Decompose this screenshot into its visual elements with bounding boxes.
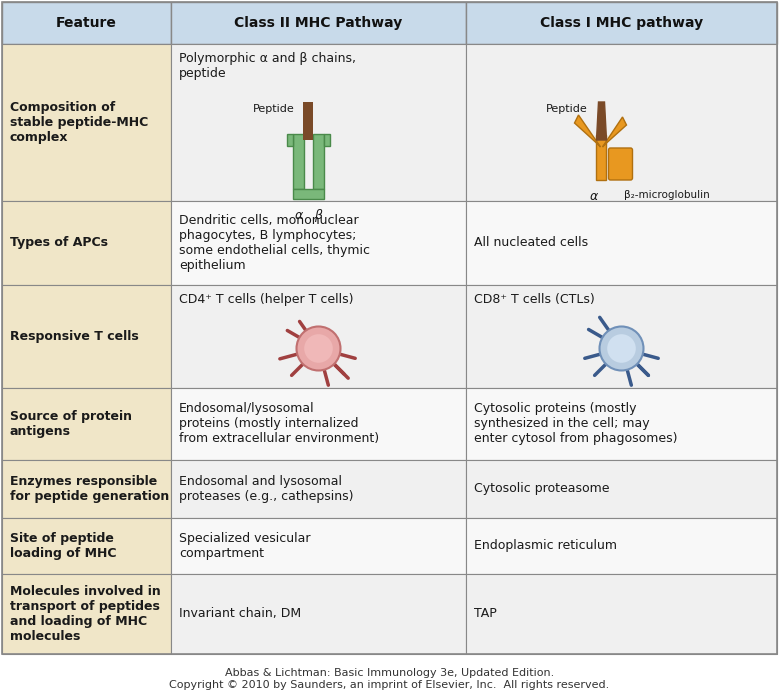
- Bar: [171, 460, 466, 517]
- Text: α: α: [294, 209, 302, 222]
- Text: Types of APCs: Types of APCs: [10, 236, 108, 249]
- Bar: [466, 388, 777, 460]
- Text: Peptide: Peptide: [252, 104, 294, 114]
- Text: Endosomal and lysosomal
proteases (e.g., cathepsins): Endosomal and lysosomal proteases (e.g.,…: [179, 475, 354, 503]
- Bar: [597, 135, 607, 180]
- Bar: [2, 388, 171, 460]
- Bar: [466, 460, 777, 517]
- Text: Cytosolic proteasome: Cytosolic proteasome: [474, 482, 609, 495]
- Bar: [304, 102, 313, 140]
- Text: Molecules involved in
transport of peptides
and loading of MHC
molecules: Molecules involved in transport of pepti…: [10, 585, 160, 643]
- Text: Dendritic cells, mononuclear
phagocytes, B lymphocytes;
some endothelial cells, : Dendritic cells, mononuclear phagocytes,…: [179, 214, 370, 272]
- Bar: [293, 134, 304, 189]
- Bar: [2, 200, 171, 285]
- Text: Responsive T cells: Responsive T cells: [10, 330, 139, 343]
- Circle shape: [297, 326, 340, 370]
- Bar: [171, 2, 466, 44]
- FancyBboxPatch shape: [608, 148, 633, 180]
- Bar: [2, 517, 171, 574]
- Bar: [466, 200, 777, 285]
- Bar: [287, 134, 293, 146]
- Text: Cytosolic proteins (mostly
synthesized in the cell; may
enter cytosol from phago: Cytosolic proteins (mostly synthesized i…: [474, 402, 678, 445]
- Bar: [293, 189, 324, 199]
- Circle shape: [305, 334, 333, 363]
- Text: Source of protein
antigens: Source of protein antigens: [10, 410, 132, 438]
- Text: CD4⁺ T cells (helper T cells): CD4⁺ T cells (helper T cells): [179, 293, 354, 306]
- Text: Class II MHC Pathway: Class II MHC Pathway: [234, 16, 403, 30]
- Bar: [171, 285, 466, 388]
- Circle shape: [607, 334, 636, 363]
- Text: Invariant chain, DM: Invariant chain, DM: [179, 608, 301, 620]
- Bar: [171, 200, 466, 285]
- Text: Site of peptide
loading of MHC: Site of peptide loading of MHC: [10, 531, 117, 559]
- Text: β: β: [315, 209, 323, 222]
- Text: α: α: [590, 190, 597, 203]
- Text: Class I MHC pathway: Class I MHC pathway: [540, 16, 703, 30]
- Bar: [171, 44, 466, 200]
- Polygon shape: [597, 102, 607, 140]
- Text: Composition of
stable peptide-MHC
complex: Composition of stable peptide-MHC comple…: [10, 101, 148, 144]
- Text: Peptide: Peptide: [546, 104, 587, 114]
- Bar: [2, 2, 171, 44]
- Circle shape: [600, 326, 643, 370]
- Text: Endoplasmic reticulum: Endoplasmic reticulum: [474, 539, 617, 552]
- Bar: [466, 574, 777, 654]
- Bar: [2, 44, 171, 200]
- Polygon shape: [574, 115, 601, 147]
- Text: Polymorphic α and β chains,
peptide: Polymorphic α and β chains, peptide: [179, 52, 356, 80]
- Bar: [2, 285, 171, 388]
- Bar: [466, 517, 777, 574]
- Text: Abbas & Lichtman: Basic Immunology 3e, Updated Edition.
Copyright © 2010 by Saun: Abbas & Lichtman: Basic Immunology 3e, U…: [169, 668, 610, 690]
- Bar: [171, 388, 466, 460]
- Bar: [2, 574, 171, 654]
- Bar: [171, 517, 466, 574]
- Bar: [324, 134, 330, 146]
- Text: TAP: TAP: [474, 608, 497, 620]
- Text: β₂-microglobulin: β₂-microglobulin: [625, 190, 710, 200]
- Bar: [171, 574, 466, 654]
- Text: Enzymes responsible
for peptide generation: Enzymes responsible for peptide generati…: [10, 475, 169, 503]
- Bar: [313, 134, 324, 189]
- Bar: [466, 285, 777, 388]
- Text: Feature: Feature: [56, 16, 117, 30]
- Bar: [466, 2, 777, 44]
- Text: CD8⁺ T cells (CTLs): CD8⁺ T cells (CTLs): [474, 293, 594, 306]
- Bar: [2, 460, 171, 517]
- Text: All nucleated cells: All nucleated cells: [474, 236, 588, 249]
- Text: Endosomal/lysosomal
proteins (mostly internalized
from extracellular environment: Endosomal/lysosomal proteins (mostly int…: [179, 402, 379, 445]
- Polygon shape: [602, 117, 626, 147]
- Text: Specialized vesicular
compartment: Specialized vesicular compartment: [179, 531, 311, 559]
- Bar: [466, 44, 777, 200]
